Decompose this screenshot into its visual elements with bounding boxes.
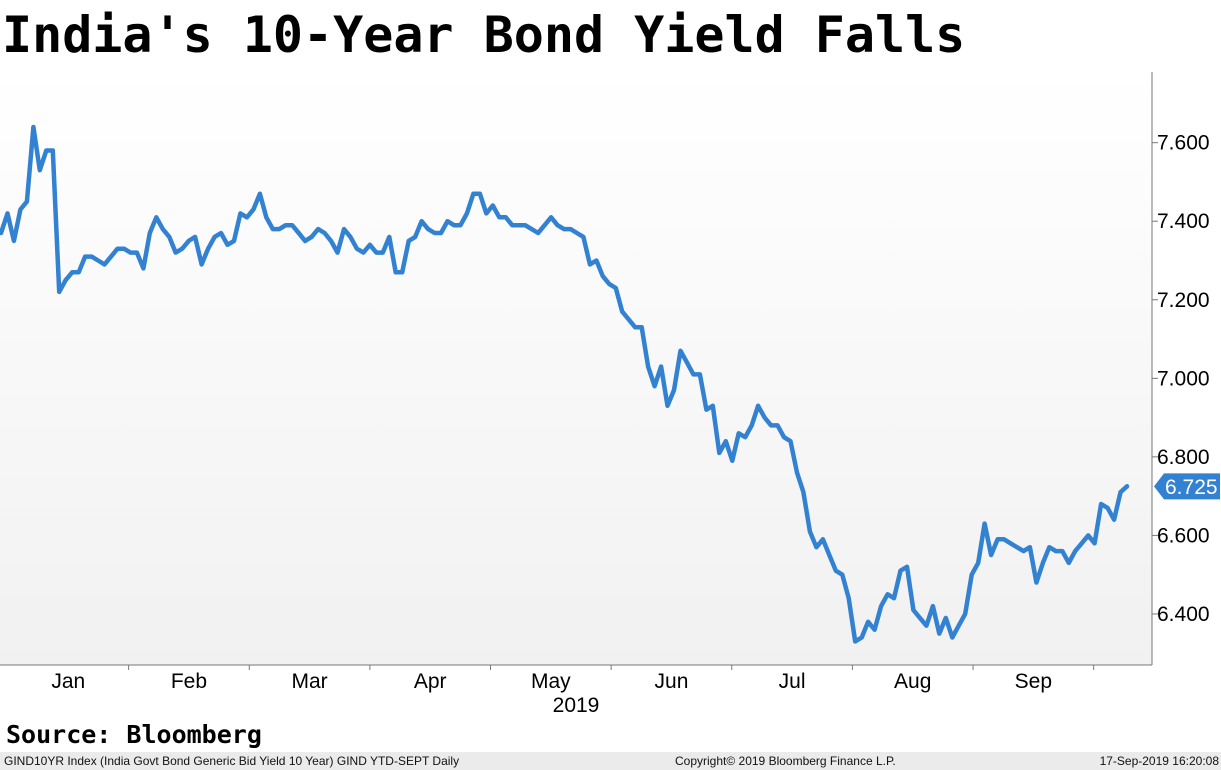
y-tick-label: 6.800	[1157, 446, 1210, 469]
footer-ticker: GIND10YR Index (India Govt Bond Generic …	[4, 754, 460, 768]
source-note: Source: Bloomberg	[6, 720, 262, 749]
x-tick-label-jun: Jun	[655, 670, 689, 693]
last-value-label: 6.725	[1165, 476, 1218, 499]
x-tick-label-may: May	[531, 670, 571, 693]
x-tick-label-sep: Sep	[1015, 670, 1052, 693]
y-tick-label: 7.600	[1157, 132, 1210, 155]
x-tick-label-feb: Feb	[171, 670, 207, 693]
y-tick-label: 7.000	[1157, 367, 1210, 390]
page-title: India's 10-Year Bond Yield Falls	[2, 6, 966, 64]
y-tick-label: 6.600	[1157, 524, 1210, 547]
series-line	[0, 124, 1130, 644]
plot-background	[0, 72, 1152, 665]
x-tick-label-jul: Jul	[779, 670, 806, 693]
last-value-badge-shape	[1154, 473, 1220, 500]
footer-copyright: Copyright© 2019 Bloomberg Finance L.P.	[675, 754, 896, 768]
footer-bar: GIND10YR Index (India Govt Bond Generic …	[0, 752, 1221, 770]
x-tick-label-aug: Aug	[894, 670, 931, 693]
x-tick-label-apr: Apr	[414, 670, 447, 693]
x-tick-label-mar: Mar	[291, 670, 327, 693]
x-axis-year-label: 2019	[553, 694, 600, 716]
y-tick-label: 7.200	[1157, 289, 1210, 312]
last-value-badge: 6.725	[1154, 473, 1220, 500]
line-chart: Jan Feb Mar Apr May Jun Jul Aug Sep 2019 6.400 6.…	[0, 72, 1220, 716]
y-tick-label: 7.400	[1157, 210, 1210, 233]
y-tick-label: 6.400	[1157, 603, 1210, 626]
x-tick-label-jan: Jan	[51, 670, 85, 693]
footer-timestamp: 17-Sep-2019 16:20:08	[1099, 754, 1219, 768]
